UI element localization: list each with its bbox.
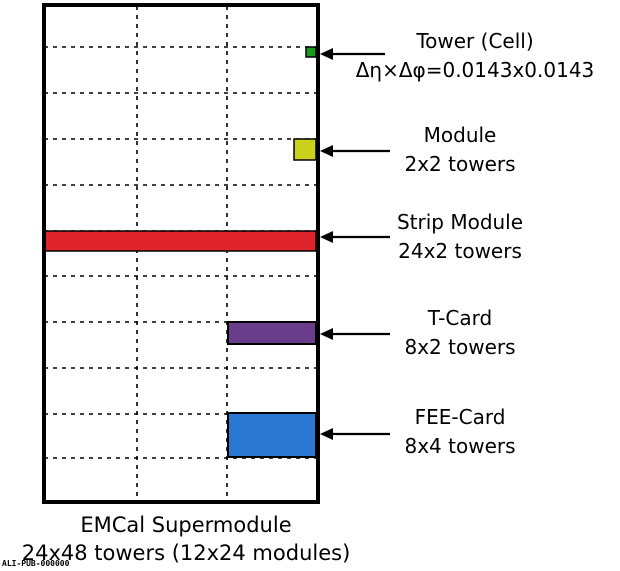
- module-label: Module 2x2 towers: [330, 121, 590, 179]
- module-label-size: 2x2 towers: [404, 152, 516, 176]
- tower-label-title: Tower (Cell): [416, 29, 534, 53]
- watermark: ALI-PUB-000000: [2, 559, 70, 568]
- arrow-fee: [320, 428, 390, 440]
- tower-label: Tower (Cell) Δη×Δφ=0.0143x0.0143: [330, 27, 620, 85]
- fee-card-box: [227, 412, 317, 458]
- tower-label-granularity: Δη×Δφ=0.0143x0.0143: [355, 58, 595, 82]
- t-card-box: [227, 321, 317, 345]
- t-card-label-size: 8x2 towers: [404, 335, 516, 359]
- arrows: [320, 48, 390, 440]
- module-label-title: Module: [423, 123, 497, 147]
- arrow-strip: [320, 231, 390, 243]
- strip-module-label: Strip Module 24x2 towers: [330, 208, 590, 266]
- caption-size: 24x48 towers (12x24 modules): [21, 541, 351, 565]
- t-card-label: T-Card 8x2 towers: [330, 304, 590, 362]
- arrow-module: [320, 145, 390, 157]
- fee-card-label-size: 8x4 towers: [404, 434, 516, 458]
- t-card-label-title: T-Card: [427, 306, 493, 330]
- supermodule-outline: [42, 3, 320, 504]
- fee-card-label: FEE-Card 8x4 towers: [330, 403, 590, 461]
- arrow-tower: [320, 48, 385, 60]
- strip-module-label-title: Strip Module: [396, 210, 524, 234]
- caption-title: EMCal Supermodule: [80, 513, 292, 537]
- module-box: [293, 138, 317, 161]
- strip-module-box: [44, 230, 317, 252]
- tower-cell-box: [305, 46, 317, 58]
- supermodule-caption: EMCal Supermodule 24x48 towers (12x24 mo…: [0, 511, 372, 567]
- fee-card-label-title: FEE-Card: [414, 405, 506, 429]
- arrow-tcard: [320, 328, 390, 340]
- strip-module-label-size: 24x2 towers: [398, 239, 522, 263]
